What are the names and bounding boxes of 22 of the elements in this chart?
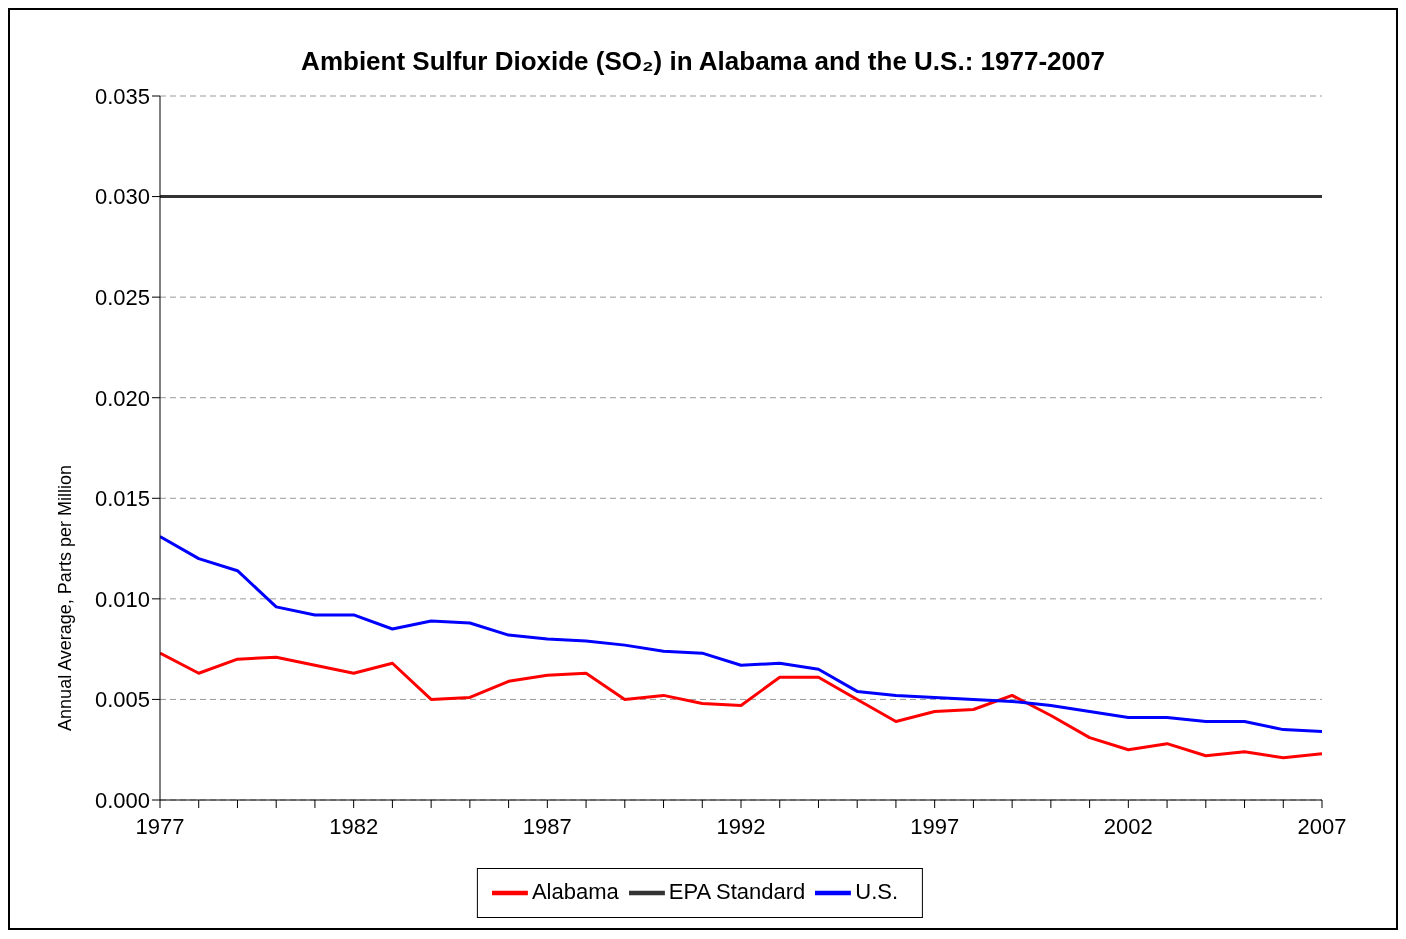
y-axis-title: Annual Average, Parts per Million (55, 465, 76, 731)
y-tick-label: 0.020 (94, 385, 150, 411)
y-tick-label: 0.035 (94, 83, 150, 109)
legend-label: Alabama (531, 878, 619, 904)
y-tick-label: 0.015 (94, 486, 150, 512)
y-tick-label: 0.000 (94, 787, 150, 813)
x-tick-label: 2002 (1103, 813, 1153, 839)
y-tick-label: 0.010 (94, 586, 150, 612)
line-series (160, 651, 1322, 760)
x-tick-label: 2007 (1297, 813, 1347, 839)
x-tick-label: 1992 (716, 813, 766, 839)
chart-title: Ambient Sulfur Dioxide (SO₂) in Alabama and the U.S.: 1977-2007 (300, 46, 1106, 77)
x-tick-label: 1987 (522, 813, 572, 839)
x-tick-label: 1997 (910, 813, 960, 839)
legend-label: EPA Standard (668, 878, 806, 904)
x-tick-label: 1977 (135, 813, 185, 839)
y-tick-label: 0.025 (94, 284, 150, 310)
y-tick-label: 0.030 (94, 184, 150, 210)
y-tick-label: 0.005 (94, 687, 150, 713)
legend-label: U.S. (855, 878, 899, 904)
x-tick-label: 1982 (329, 813, 379, 839)
line-series (160, 535, 1322, 734)
